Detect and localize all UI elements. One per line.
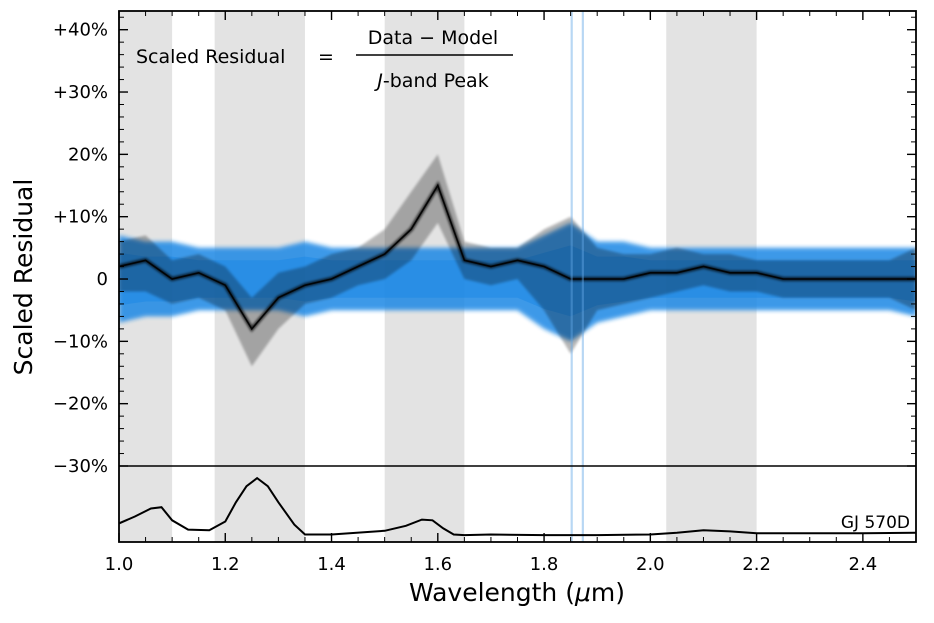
residual-traces <box>119 11 916 542</box>
x-tick-label: 2.4 <box>849 554 878 575</box>
formula-denominator: J-band Peak <box>373 70 488 92</box>
x-axis-title: Wavelength (μm) <box>409 578 625 607</box>
x-tick-label: 1.2 <box>211 554 240 575</box>
x-axis-unit-rest: m <box>591 578 615 607</box>
y-tick-label: +30% <box>53 82 108 103</box>
x-tick-label: 1.8 <box>530 554 559 575</box>
formula-annotation: Scaled Residual = Data − Model J-band Pe… <box>136 27 513 92</box>
y-axis-title: Scaled Residual <box>9 179 38 376</box>
spectrum-line <box>119 476 916 537</box>
y-tick-label: 20% <box>68 144 108 165</box>
plot-frame <box>118 10 917 543</box>
x-axis-unit-symbol: μ <box>574 578 591 607</box>
data-residual-median-core <box>119 183 916 331</box>
formula-lhs: Scaled Residual <box>136 46 285 68</box>
formula-equals: = <box>318 46 334 68</box>
y-tick-label: +10% <box>53 207 108 228</box>
x-axis-title-text: Wavelength <box>409 578 557 607</box>
telluric-spikes <box>570 11 584 542</box>
x-tick-label: 1.6 <box>423 554 452 575</box>
formula-denominator-rest: -band Peak <box>383 70 489 92</box>
x-tick-label: 1.4 <box>317 554 346 575</box>
y-tick-label: −30% <box>53 456 108 477</box>
spectrum-panel <box>119 476 916 537</box>
formula-denominator-italic: J <box>373 70 383 92</box>
axis-tick-labels: 1.0 1.2 1.4 1.6 1.8 2.0 2.2 2.4 +40% +30% 20% +10% 0… <box>53 20 877 575</box>
x-tick-label: 2.2 <box>742 554 771 575</box>
object-label: GJ 570D <box>841 513 910 533</box>
formula-numerator: Data − Model <box>368 27 498 49</box>
y-tick-label: +40% <box>53 20 108 41</box>
y-tick-label: 0 <box>97 269 108 290</box>
x-tick-label: 2.0 <box>636 554 665 575</box>
y-tick-label: −20% <box>53 394 108 415</box>
y-tick-label: −10% <box>53 331 108 352</box>
x-tick-label: 1.0 <box>105 554 134 575</box>
